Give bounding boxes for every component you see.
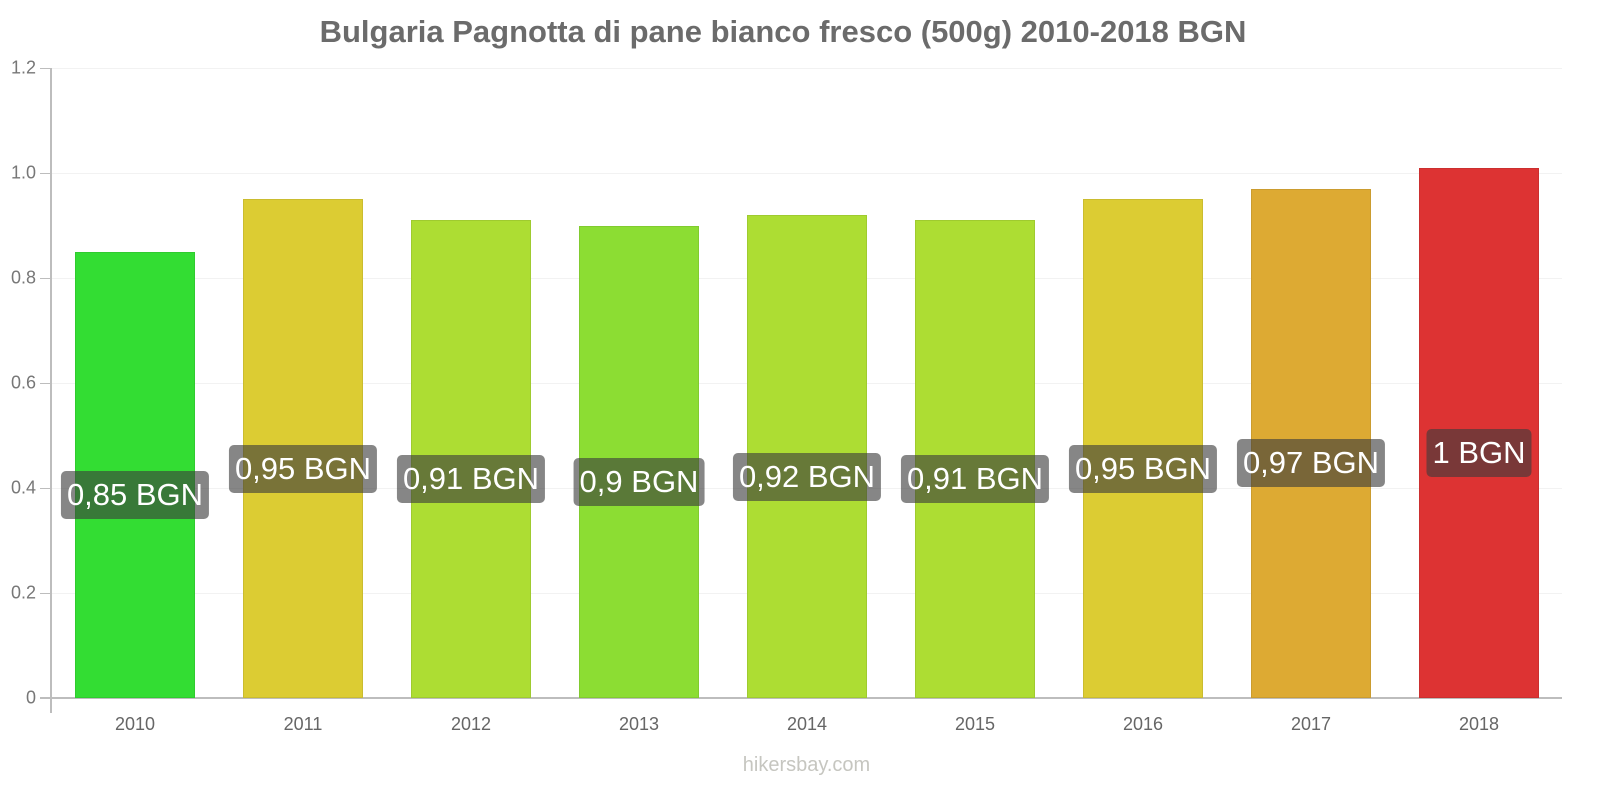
y-tick-label: 0.4 [10,477,36,498]
x-tick-label: 2016 [1122,714,1164,734]
value-label: 0,97 BGN [1236,439,1386,488]
y-tick-label: 0 [25,687,36,708]
y-axis-line [50,68,52,713]
value-label: 1 BGN [1426,428,1532,477]
value-label: 0,9 BGN [573,457,705,506]
value-label: 0,95 BGN [228,444,378,493]
y-tick-mark [40,278,50,279]
y-tick-mark [40,488,50,489]
x-tick-label: 2010 [114,714,156,734]
x-tick-label: 2017 [1290,714,1332,734]
chart-title: Bulgaria Pagnotta di pane bianco fresco … [319,14,1247,49]
value-label: 0,91 BGN [396,455,546,504]
y-tick-mark [40,698,50,699]
y-tick-label: 1.0 [10,162,36,183]
y-tick-mark [40,68,50,69]
y-tick-label: 0.8 [10,267,36,288]
y-tick-mark [40,593,50,594]
x-tick-label: 2014 [786,714,828,734]
y-tick-mark [40,383,50,384]
x-tick-label: 2011 [283,714,323,734]
value-label: 0,95 BGN [1068,444,1218,493]
x-tick-label: 2015 [954,714,996,734]
x-tick-label: 2013 [618,714,660,734]
gridline [51,173,1562,174]
value-label: 0,85 BGN [60,470,210,519]
watermark: hikersbay.com [742,754,871,776]
y-tick-label: 0.6 [10,372,36,393]
y-tick-label: 0.2 [10,582,36,603]
y-tick-label: 1.2 [10,57,36,78]
x-tick-label: 2012 [450,714,492,734]
x-tick-label: 2018 [1458,714,1500,734]
gridline [51,68,1562,69]
y-tick-mark [40,173,50,174]
x-axis-line [40,697,1562,699]
value-label: 0,91 BGN [900,455,1050,504]
value-label: 0,92 BGN [732,452,882,501]
